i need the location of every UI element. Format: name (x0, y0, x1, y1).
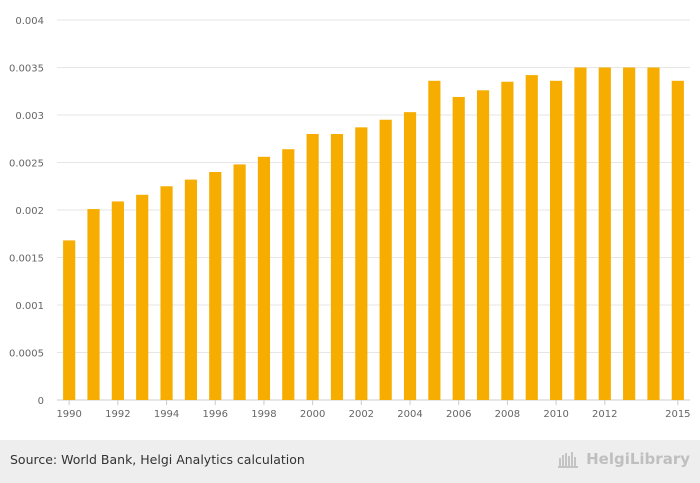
x-tick-label: 2000 (300, 409, 325, 420)
bar-2003[interactable] (379, 119, 392, 400)
x-axis-ticks: 1990 1992 1994 1996 1998 2000 2002 2004 2006 2008… (56, 400, 691, 420)
bar-1990[interactable] (63, 240, 76, 400)
x-tick-label: 2012 (592, 409, 617, 420)
bar-1991[interactable] (87, 209, 100, 400)
chart-area: 0 0.0005 0.001 0.0015 0.002 0.0025 0.003 0.0035… (9, 16, 691, 420)
bar-1994[interactable] (160, 186, 173, 400)
grid-lines (57, 19, 690, 401)
x-tick-label: 2002 (349, 409, 374, 420)
bar-1998[interactable] (257, 156, 271, 400)
y-tick-label: 0.0035 (9, 64, 44, 75)
y-tick-label: 0.0015 (9, 254, 44, 265)
bar-2015[interactable] (671, 80, 684, 401)
bar-2010[interactable] (550, 80, 563, 401)
bar-1999[interactable] (282, 149, 295, 400)
x-tick-label: 2015 (665, 409, 690, 420)
x-tick-label: 2004 (397, 409, 422, 420)
bar-2009[interactable] (525, 75, 538, 400)
y-tick-label: 0 (38, 396, 44, 407)
bar-2002[interactable] (355, 127, 368, 400)
bar-2001[interactable] (330, 134, 344, 400)
x-tick-label: 1996 (203, 409, 228, 420)
x-tick-label: 1992 (105, 409, 130, 420)
bar-2005[interactable] (428, 80, 441, 401)
bar-2004[interactable] (403, 112, 417, 401)
bar-2006[interactable] (452, 96, 465, 400)
bar-2014[interactable] (647, 67, 660, 401)
x-tick-label: 2008 (495, 409, 520, 420)
y-tick-label: 0.001 (15, 301, 44, 312)
footer: Source: World Bank, Helgi Analytics calc… (0, 440, 700, 483)
y-tick-label: 0.003 (15, 111, 44, 122)
bar-2007[interactable] (476, 90, 490, 401)
bar-2000[interactable] (306, 134, 319, 400)
bar-chart: 0 0.0005 0.001 0.0015 0.002 0.0025 0.003 0.0035… (9, 16, 691, 420)
y-tick-label: 0.004 (15, 16, 44, 27)
bar-1995[interactable] (184, 179, 197, 400)
source-note: Source: World Bank, Helgi Analytics calc… (10, 452, 305, 467)
bar-2011[interactable] (574, 67, 587, 401)
bar-1996[interactable] (209, 172, 222, 400)
logo-text: HelgiLibrary (586, 450, 690, 468)
bar-1992[interactable] (111, 201, 124, 400)
x-tick-label: 1990 (56, 409, 81, 420)
bar-2012[interactable] (598, 67, 611, 401)
bar-1993[interactable] (136, 194, 149, 400)
x-tick-label: 2006 (446, 409, 471, 420)
y-tick-label: 0.0005 (9, 349, 44, 360)
x-tick-label: 1998 (251, 409, 276, 420)
bars (63, 67, 684, 401)
bar-2013[interactable] (623, 67, 636, 401)
library-icon (558, 450, 580, 468)
helgi-library-logo[interactable]: HelgiLibrary (558, 450, 690, 468)
x-tick-label: 2010 (543, 409, 568, 420)
bar-2008[interactable] (501, 81, 514, 400)
y-tick-label: 0.0025 (9, 159, 44, 170)
bar-1997[interactable] (233, 164, 246, 400)
y-tick-label: 0.002 (15, 206, 44, 217)
y-axis-ticks: 0 0.0005 0.001 0.0015 0.002 0.0025 0.003 0.0035… (9, 16, 44, 407)
x-tick-label: 1994 (154, 409, 179, 420)
